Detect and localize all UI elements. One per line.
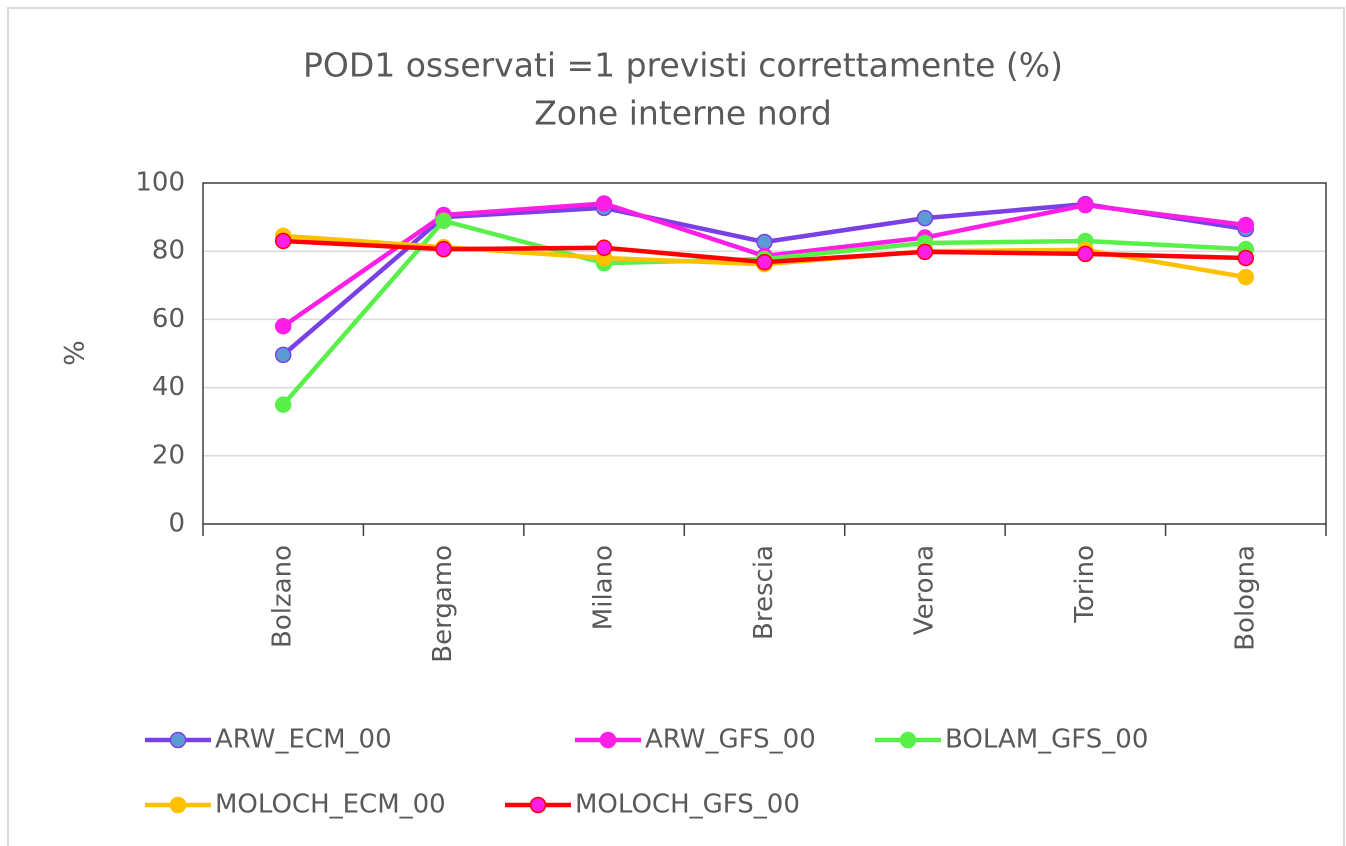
data-point (274, 346, 292, 364)
chart-frame (7, 7, 1345, 846)
legend-label: MOLOCH_GFS_00 (575, 790, 800, 820)
y-tick-label: 40 (152, 372, 185, 402)
y-tick-label: 100 (135, 168, 185, 198)
x-tick-label: Milano (589, 545, 619, 630)
data-point (916, 209, 934, 227)
chart-subtitle: Zone interne nord (534, 94, 832, 133)
data-point (435, 212, 452, 230)
y-tick-label: 0 (168, 509, 185, 539)
legend-marker (599, 731, 617, 749)
legend-marker (169, 796, 187, 814)
data-point (274, 317, 292, 335)
data-point (595, 239, 613, 257)
data-point (274, 232, 292, 250)
y-tick-label: 20 (152, 440, 185, 470)
y-axis-label: % (60, 340, 91, 366)
x-tick-label: Verona (909, 545, 939, 635)
x-tick-label: Brescia (749, 545, 779, 640)
data-point (756, 233, 773, 251)
legend-label: ARW_GFS_00 (645, 725, 816, 755)
legend-marker (529, 796, 547, 814)
data-point (274, 396, 292, 413)
legend-label: MOLOCH_ECM_00 (215, 790, 446, 820)
legend-marker (899, 731, 917, 749)
data-point (595, 195, 613, 212)
x-tick-label: Bolzano (268, 545, 298, 648)
x-tick-label: Bergamo (428, 545, 458, 663)
data-point (916, 243, 934, 261)
y-tick-label: 60 (152, 304, 185, 334)
data-point (1237, 216, 1255, 234)
legend-label: ARW_ECM_00 (215, 725, 392, 755)
legend-marker (169, 731, 187, 749)
data-point (1077, 196, 1094, 214)
chart-title: POD1 osservati =1 previsti correttamente… (303, 46, 1063, 85)
data-point (1237, 268, 1255, 286)
data-point (435, 240, 452, 258)
legend-label: BOLAM_GFS_00 (945, 725, 1148, 755)
x-tick-label: Torino (1070, 545, 1100, 624)
data-point (1077, 245, 1094, 263)
y-tick-label: 80 (152, 236, 185, 266)
data-point (1237, 249, 1255, 267)
plot-frame (202, 182, 1327, 525)
data-point (756, 253, 773, 271)
x-tick-label: Bologna (1230, 545, 1260, 651)
